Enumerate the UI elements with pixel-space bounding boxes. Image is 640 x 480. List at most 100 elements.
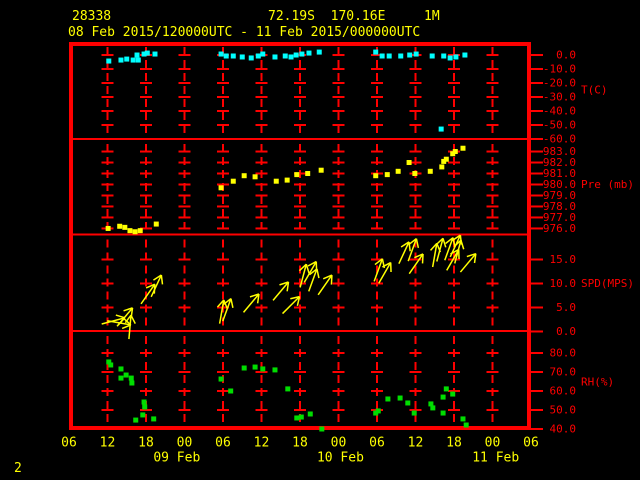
wind-arrow-stroke bbox=[435, 237, 444, 246]
wind-arrow-stroke bbox=[473, 253, 477, 264]
pressure-point bbox=[305, 171, 311, 177]
y-tick-label: -10.0 bbox=[543, 63, 576, 76]
y-tick-label: 50.0 bbox=[550, 403, 577, 416]
relative-humidity-point bbox=[463, 422, 469, 428]
wind-arrow-stroke bbox=[223, 299, 229, 310]
x-tick-label: 00 bbox=[331, 436, 347, 451]
wind-arrow-stroke bbox=[222, 298, 232, 322]
pressure-point bbox=[412, 171, 418, 177]
relative-humidity-point bbox=[440, 394, 446, 400]
time-range: 08 Feb 2015/120000UTC - 11 Feb 2015/0000… bbox=[68, 25, 421, 40]
wind-arrow-stroke bbox=[216, 299, 225, 308]
temperature-point bbox=[379, 53, 385, 59]
wind-arrow-stroke bbox=[445, 237, 454, 245]
wind-arrow-stroke bbox=[309, 268, 318, 276]
wind-arrow bbox=[272, 281, 290, 301]
temperature-point bbox=[386, 53, 392, 59]
pressure-point bbox=[273, 178, 279, 184]
relative-humidity-point bbox=[285, 386, 291, 392]
y-tick-label: 981.0 bbox=[543, 167, 576, 180]
temperature-point bbox=[299, 51, 305, 57]
pressure-point bbox=[294, 172, 300, 178]
wind-arrow-stroke bbox=[459, 253, 477, 273]
wind-arrow bbox=[373, 258, 386, 282]
pressure-point bbox=[406, 160, 412, 166]
wind-arrow-stroke bbox=[373, 258, 384, 282]
wind-arrow bbox=[116, 307, 134, 327]
wind-arrow bbox=[435, 237, 447, 262]
y-tick-label: 0.0 bbox=[556, 325, 576, 338]
wind-arrow-stroke bbox=[286, 281, 290, 292]
pressure-point bbox=[384, 172, 390, 178]
panel-unit-label: Pre (mb) bbox=[581, 178, 634, 191]
relative-humidity-point bbox=[260, 366, 266, 372]
wind-arrow-stroke bbox=[429, 242, 438, 251]
wind-arrow bbox=[242, 293, 260, 313]
relative-humidity-point bbox=[397, 395, 403, 401]
pressure-point bbox=[450, 151, 456, 157]
temperature-point bbox=[288, 54, 294, 60]
wind-arrow-stroke bbox=[218, 299, 225, 324]
y-tick-label: 982.0 bbox=[543, 156, 576, 169]
temperature-point bbox=[438, 126, 444, 132]
temperature-point bbox=[306, 50, 312, 56]
wind-arrow bbox=[150, 274, 164, 298]
relative-humidity-point bbox=[440, 410, 446, 416]
x-tick-label: 18 bbox=[138, 436, 154, 451]
wind-arrow-stroke bbox=[150, 274, 163, 298]
wind-arrow-stroke bbox=[230, 298, 234, 308]
station-id: 28338 bbox=[72, 9, 112, 24]
wind-arrow-stroke bbox=[249, 293, 260, 298]
wind-arrow-stroke bbox=[444, 237, 454, 261]
wind-arrow-stroke bbox=[279, 281, 289, 286]
temperature-point bbox=[152, 51, 158, 57]
wind-arrow-stroke bbox=[452, 234, 461, 241]
wind-arrow bbox=[282, 295, 301, 315]
wind-arrow-stroke bbox=[446, 249, 460, 271]
temperature-point bbox=[398, 53, 404, 59]
relative-humidity-point bbox=[319, 426, 325, 432]
panel-unit-label: SPD(MPS) bbox=[581, 277, 634, 290]
wind-arrow-stroke bbox=[140, 283, 156, 305]
wind-arrow-stroke bbox=[123, 307, 133, 312]
wind-arrow bbox=[317, 274, 333, 296]
relative-humidity-point bbox=[133, 417, 139, 423]
pressure-point bbox=[252, 174, 258, 180]
wind-arrow-stroke bbox=[296, 296, 301, 306]
x-tick-label: 06 bbox=[369, 436, 385, 451]
relative-humidity-point bbox=[405, 400, 411, 406]
y-tick-label: 80.0 bbox=[550, 347, 577, 360]
wind-arrow-stroke bbox=[160, 274, 164, 285]
temperature-point bbox=[255, 53, 261, 59]
temperature-point bbox=[106, 58, 112, 64]
pressure-point bbox=[427, 168, 433, 174]
y-tick-label: -30.0 bbox=[543, 91, 576, 104]
pressure-point bbox=[137, 228, 143, 234]
pressure-point bbox=[230, 178, 236, 184]
date-label: 09 Feb bbox=[153, 451, 200, 466]
wind-arrow-stroke bbox=[408, 253, 424, 275]
temperature-point bbox=[223, 53, 229, 59]
wind-arrow bbox=[298, 263, 310, 288]
temperature-point bbox=[239, 54, 245, 60]
date-label: 10 Feb bbox=[317, 451, 364, 466]
y-tick-label: 980.0 bbox=[543, 178, 576, 191]
wind-arrow-stroke bbox=[466, 252, 477, 258]
wind-arrow-stroke bbox=[130, 314, 136, 324]
y-tick-label: -40.0 bbox=[543, 105, 576, 118]
temperature-point bbox=[413, 51, 419, 57]
relative-humidity-point bbox=[123, 372, 129, 378]
temperature-point bbox=[316, 49, 322, 55]
wind-arrow bbox=[407, 238, 420, 262]
wind-arrow-stroke bbox=[145, 283, 156, 289]
panel-unit-label: RH(%) bbox=[581, 376, 614, 389]
wind-arrow-stroke bbox=[382, 261, 392, 268]
relative-humidity-point bbox=[118, 375, 124, 381]
wind-arrow-stroke bbox=[415, 238, 420, 249]
wind-arrow-stroke bbox=[124, 314, 132, 324]
panel-unit-label: T(C) bbox=[581, 84, 608, 97]
temperature-point bbox=[272, 54, 278, 60]
y-tick-label: 983.0 bbox=[543, 145, 576, 158]
